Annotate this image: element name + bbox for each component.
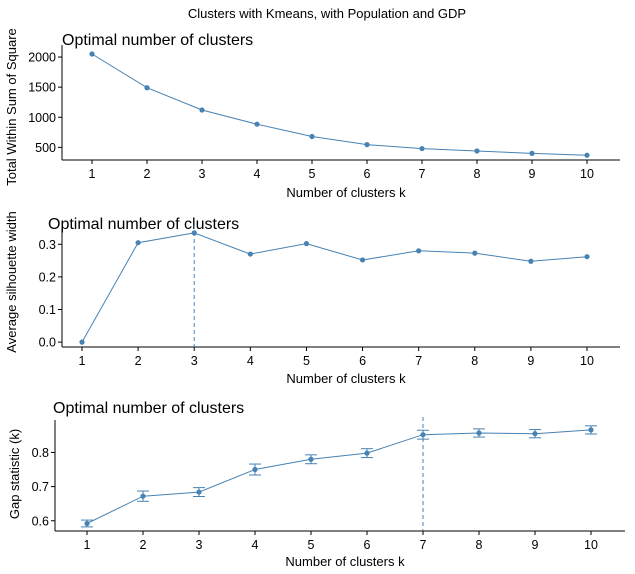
data-point [416, 248, 422, 254]
data-point [84, 520, 90, 527]
chart-panel-2: Optimal number of clusters 1 2 3 4 5 6 7 8 9 10 0.0… [4, 211, 620, 386]
x-axis-title: Number of clusters k [285, 554, 405, 569]
x-tick-label: 2 [144, 167, 151, 181]
data-point [308, 456, 314, 462]
x-tick-label: 7 [420, 538, 427, 552]
x-tick-label: 9 [527, 354, 534, 368]
data-point [247, 251, 253, 257]
x-tick-label: 8 [471, 354, 478, 368]
panel-title: Optimal number of clusters [53, 400, 244, 417]
x-tick-label: 2 [140, 538, 147, 552]
data-point [364, 450, 370, 456]
y-axis-title: Total Within Sum of Square [4, 28, 19, 186]
y-tick-label: 0.1 [39, 303, 56, 317]
data-point [532, 431, 538, 437]
data-point [303, 241, 310, 247]
data-point [474, 148, 480, 154]
x-tick-label: 6 [359, 354, 366, 368]
x-tick-label: 9 [529, 167, 536, 181]
x-tick-label: 3 [196, 538, 203, 552]
data-point [144, 85, 150, 91]
x-tick-label: 4 [247, 354, 254, 368]
chart-panels: Optimal number of clusters 1 2 3 4 5 6 7 8 9 10 500… [4, 28, 625, 569]
data-point [140, 493, 146, 499]
x-tick-label: 5 [303, 354, 310, 368]
chart-panel-3: Optimal number of clusters 1 2 3 4 5 6 7 8 9 10 0.6… [7, 400, 625, 569]
x-tick-label: 4 [252, 538, 259, 552]
y-tick-label: 2000 [28, 51, 56, 65]
x-tick-label: 7 [415, 354, 422, 368]
x-axis-title: Number of clusters k [286, 371, 406, 386]
x-tick-label: 10 [580, 167, 594, 181]
y-tick-label: 0.2 [39, 270, 56, 284]
x-tick-label: 2 [135, 354, 142, 368]
x-axis-title: Number of clusters k [286, 185, 406, 200]
data-point [252, 466, 258, 473]
x-tick-label: 5 [309, 167, 316, 181]
data-point [191, 230, 197, 236]
y-axis-title: Average silhouette width [4, 211, 19, 352]
data-point [588, 427, 594, 433]
data-point [196, 489, 202, 495]
x-tick-label: 5 [308, 538, 315, 552]
y-tick-label: 0.8 [32, 446, 49, 460]
data-point [89, 51, 95, 57]
x-tick-label: 7 [419, 167, 426, 181]
series-line [81, 232, 588, 343]
x-tick-label: 4 [254, 167, 261, 181]
y-tick-label: 0.7 [32, 480, 49, 494]
data-point [528, 258, 534, 264]
x-tick-label: 1 [89, 167, 96, 181]
x-tick-label: 6 [364, 167, 371, 181]
data-point [419, 145, 425, 152]
data-point [254, 121, 260, 127]
data-point [584, 254, 590, 260]
x-tick-label: 8 [476, 538, 483, 552]
x-tick-label: 1 [84, 538, 91, 552]
figure-title: Clusters with Kmeans, with Population an… [188, 6, 466, 21]
data-point [359, 257, 366, 263]
data-point [364, 142, 370, 148]
series-line [86, 429, 592, 524]
data-point [199, 107, 205, 113]
y-axis-title: Gap statistic (k) [7, 429, 22, 519]
data-point [79, 339, 85, 345]
data-point [420, 432, 426, 438]
y-tick-label: 1500 [28, 81, 56, 95]
y-tick-label: 0.6 [32, 514, 49, 528]
data-point [529, 150, 535, 156]
y-tick-label: 1000 [28, 111, 56, 125]
data-point [309, 133, 315, 140]
data-point [135, 240, 141, 246]
x-tick-label: 6 [364, 538, 371, 552]
x-tick-label: 10 [584, 538, 598, 552]
x-tick-label: 9 [532, 538, 539, 552]
chart-panel-1: Optimal number of clusters 1 2 3 4 5 6 7 8 9 10 500… [4, 28, 620, 200]
x-tick-label: 1 [79, 354, 86, 368]
x-tick-label: 3 [191, 354, 198, 368]
y-tick-label: 500 [35, 141, 56, 155]
data-point [472, 250, 478, 256]
panel-title: Optimal number of clusters [62, 32, 253, 49]
y-tick-label: 0.0 [39, 336, 56, 350]
panel-title: Optimal number of clusters [48, 216, 239, 233]
x-tick-label: 10 [580, 354, 594, 368]
data-point [476, 430, 482, 436]
series-line [91, 53, 588, 156]
y-tick-label: 0.3 [39, 238, 56, 252]
x-tick-label: 3 [199, 167, 206, 181]
data-point [584, 152, 590, 158]
x-tick-label: 8 [474, 167, 481, 181]
